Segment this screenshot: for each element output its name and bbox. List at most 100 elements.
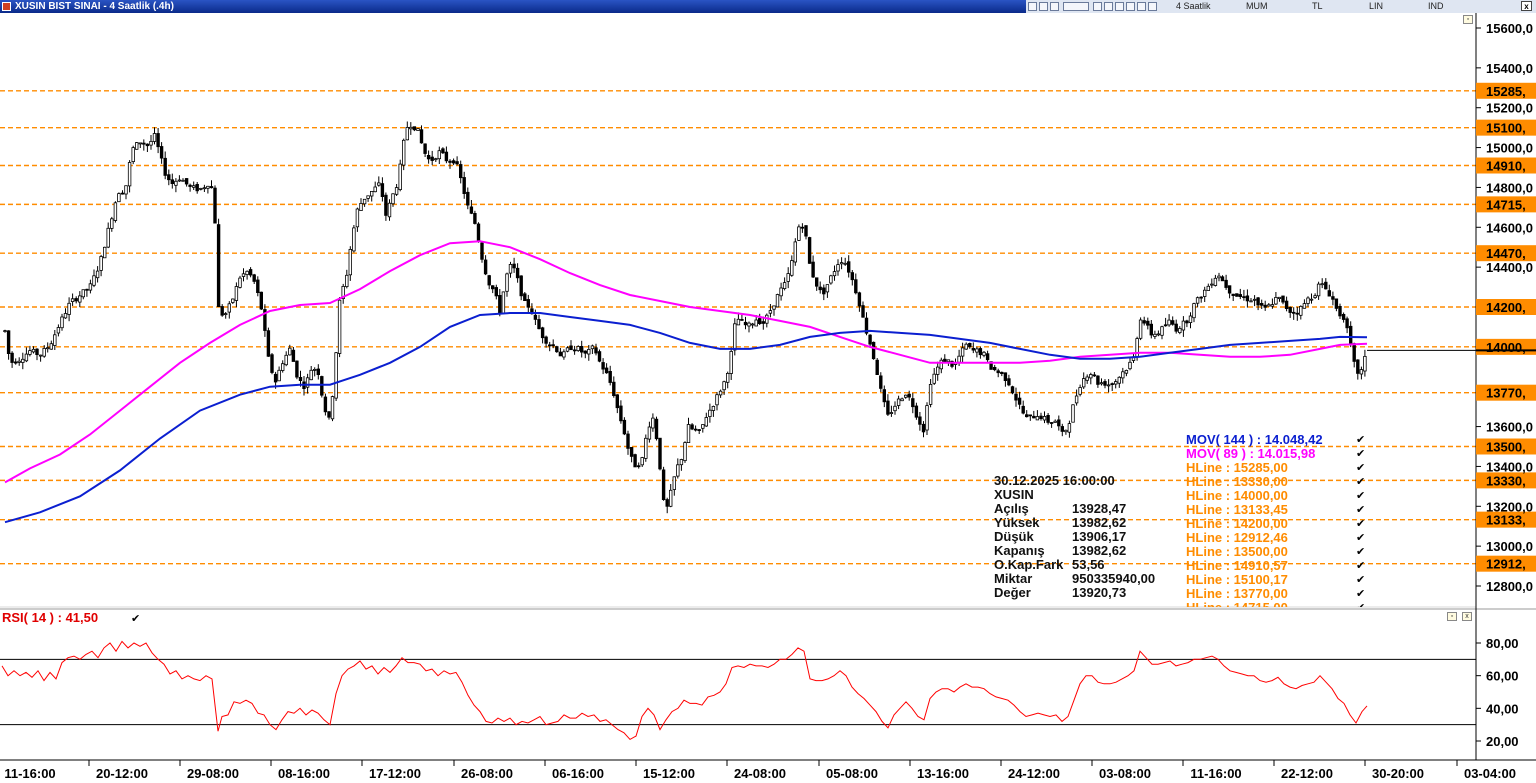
legend-visible-checkbox[interactable]: ✔ <box>1356 490 1366 502</box>
chart-style-selector[interactable]: MUM <box>1246 1 1268 11</box>
candle-body-52 <box>188 184 192 187</box>
candle-body-26 <box>95 270 100 279</box>
legend-item-9: HLine : 14910,57 <box>1186 558 1288 573</box>
candle-body-55 <box>199 187 203 190</box>
candle-body-213 <box>761 321 765 324</box>
candle-body-165 <box>590 345 595 350</box>
legend-visible-checkbox[interactable]: ✔ <box>1356 476 1366 488</box>
candle-body-339 <box>1210 283 1214 286</box>
candle-body-195 <box>697 429 701 432</box>
candle-body-177 <box>633 454 637 468</box>
candle-body-320 <box>1142 320 1146 324</box>
hline-tag-label-3: 14715, <box>1486 197 1526 212</box>
arrow-icon[interactable] <box>1137 2 1146 11</box>
candle-body-308 <box>1099 382 1104 385</box>
hline-tag-5 <box>1476 299 1536 315</box>
candle-body-295 <box>1053 420 1057 423</box>
legend-visible-checkbox[interactable]: ✔ <box>1356 504 1366 516</box>
candle-body-274 <box>978 348 983 356</box>
legend-visible-checkbox[interactable]: ✔ <box>1356 462 1366 474</box>
zoom-icon[interactable] <box>1104 2 1113 11</box>
candle-body-179 <box>640 457 644 466</box>
close-button[interactable]: x <box>1521 1 1532 11</box>
legend-visible-checkbox[interactable]: ✔ <box>1356 588 1366 600</box>
candle-body-248 <box>886 400 890 415</box>
candle-body-74 <box>266 330 271 357</box>
candle-body-91 <box>327 411 331 418</box>
period-selector[interactable]: 4 Saatlik <box>1176 1 1211 11</box>
rsi-visible-checkbox[interactable]: ✔ <box>131 613 141 625</box>
legend-item-12: HLine : 14715,00 <box>1186 601 1288 608</box>
legend-visible-checkbox[interactable]: ✔ <box>1356 560 1366 572</box>
template-button[interactable] <box>1063 2 1089 11</box>
candle-body-79 <box>284 354 288 366</box>
hline-tag-label-5: 14200, <box>1486 300 1526 315</box>
candle-body-329 <box>1174 323 1178 332</box>
candle-body-7 <box>28 350 32 355</box>
candle-body-100 <box>359 202 363 211</box>
candle-body-77 <box>277 369 281 382</box>
mode-selector[interactable]: IND <box>1428 1 1444 11</box>
legend-item-7: HLine : 12912,46 <box>1186 530 1288 545</box>
palette-icon[interactable] <box>1028 2 1037 11</box>
pencil-icon[interactable] <box>1126 2 1135 11</box>
legend-visible-checkbox[interactable]: ✔ <box>1356 532 1366 544</box>
candle-body-349 <box>1245 295 1250 302</box>
candle-body-256 <box>914 405 919 418</box>
candle-body-36 <box>131 147 135 163</box>
hline-tag-4 <box>1476 245 1536 262</box>
candle-body-34 <box>124 185 128 195</box>
cross-icon[interactable] <box>1115 2 1124 11</box>
refresh-icon[interactable] <box>1050 2 1059 11</box>
x-tick-label-12: 03-08:00 <box>1099 766 1151 781</box>
candle-body-5 <box>21 358 25 363</box>
candle-body-367 <box>1309 298 1314 301</box>
y-tick-label-10: 13000,0 <box>1486 539 1533 554</box>
candle-body-46 <box>167 174 171 181</box>
candle-body-149 <box>533 314 538 320</box>
candle-body-59 <box>213 187 217 224</box>
candle-body-291 <box>1039 415 1043 420</box>
rsi-panel-restore-icon[interactable]: ▫ <box>1447 612 1457 621</box>
grid-icon[interactable] <box>1093 2 1102 11</box>
rsi-panel-close-icon[interactable]: x <box>1462 612 1472 621</box>
legend-visible-checkbox[interactable]: ✔ <box>1356 574 1366 586</box>
candle-body-361 <box>1288 306 1292 313</box>
candle-body-166 <box>594 347 598 354</box>
candle-body-371 <box>1324 281 1328 290</box>
x-tick-label-2: 29-08:00 <box>187 766 239 781</box>
legend-item-10: HLine : 15100,17 <box>1186 572 1288 587</box>
x-tick-label-8: 24-08:00 <box>734 766 786 781</box>
candle-body-35 <box>127 162 132 187</box>
y-tick-label-7: 13600,0 <box>1486 420 1533 435</box>
settings-icon[interactable] <box>1148 2 1157 11</box>
candle-body-24 <box>88 283 93 291</box>
candle-body-266 <box>950 360 954 367</box>
candle-body-250 <box>893 405 897 412</box>
candle-body-156 <box>558 351 563 357</box>
x-tick-label-1: 20-12:00 <box>96 766 148 781</box>
legend-item-4: HLine : 14000,00 <box>1186 488 1288 503</box>
candle-body-251 <box>896 398 901 406</box>
currency-selector[interactable]: TL <box>1312 1 1323 11</box>
candle-body-313 <box>1117 376 1121 384</box>
legend-visible-checkbox[interactable]: ✔ <box>1356 518 1366 530</box>
panel-expand-icon[interactable]: ▫ <box>1463 15 1473 24</box>
legend-visible-checkbox[interactable]: ✔ <box>1356 546 1366 558</box>
candle-body-193 <box>690 424 694 430</box>
legend-visible-checkbox[interactable]: ✔ <box>1356 434 1366 446</box>
candle-body-201 <box>718 390 723 396</box>
candle-body-136 <box>487 275 491 286</box>
candle-body-85 <box>305 377 310 388</box>
legend-visible-checkbox[interactable]: ✔ <box>1356 601 1365 607</box>
candle-body-68 <box>245 270 249 275</box>
legend-visible-checkbox[interactable]: ✔ <box>1356 448 1366 460</box>
scale-selector[interactable]: LIN <box>1369 1 1384 11</box>
candle-body-15 <box>56 327 61 334</box>
candle-body-107 <box>384 194 388 216</box>
candle-body-187 <box>669 489 673 507</box>
lock-icon[interactable] <box>1039 2 1048 11</box>
candle-body-63 <box>227 303 231 313</box>
candle-body-282 <box>1007 378 1011 386</box>
